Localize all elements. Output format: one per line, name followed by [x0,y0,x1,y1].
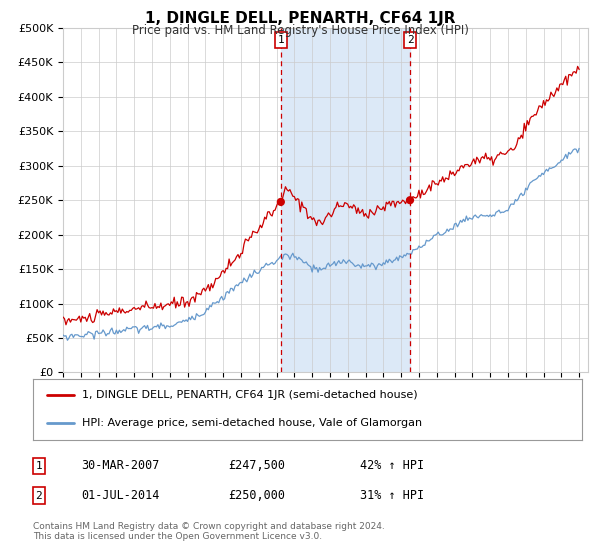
Text: 2: 2 [35,491,43,501]
Text: 30-MAR-2007: 30-MAR-2007 [81,459,160,473]
Text: 1, DINGLE DELL, PENARTH, CF64 1JR (semi-detached house): 1, DINGLE DELL, PENARTH, CF64 1JR (semi-… [82,390,418,400]
Text: £250,000: £250,000 [228,489,285,502]
Text: 2: 2 [407,35,413,45]
Text: 31% ↑ HPI: 31% ↑ HPI [360,489,424,502]
Text: 1, DINGLE DELL, PENARTH, CF64 1JR: 1, DINGLE DELL, PENARTH, CF64 1JR [145,11,455,26]
Bar [281,28,410,372]
Point [276,198,286,207]
Text: 1: 1 [277,35,284,45]
Text: HPI: Average price, semi-detached house, Vale of Glamorgan: HPI: Average price, semi-detached house,… [82,418,422,428]
Text: 01-JUL-2014: 01-JUL-2014 [81,489,160,502]
Point [405,196,415,205]
Text: 42% ↑ HPI: 42% ↑ HPI [360,459,424,473]
Text: 1: 1 [35,461,43,471]
Text: Contains HM Land Registry data © Crown copyright and database right 2024.
This d: Contains HM Land Registry data © Crown c… [33,522,385,542]
Text: Price paid vs. HM Land Registry's House Price Index (HPI): Price paid vs. HM Land Registry's House … [131,24,469,37]
Text: £247,500: £247,500 [228,459,285,473]
